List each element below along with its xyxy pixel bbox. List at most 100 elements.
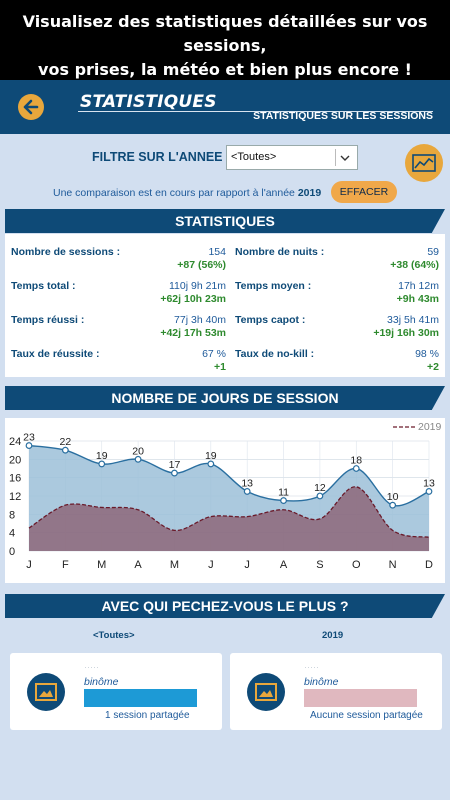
promo-line-1: Visualisez des statistiques détaillées s… — [22, 12, 428, 55]
who-section-header: AVEC QUI PECHEZ-VOUS LE PLUS ? — [5, 594, 445, 618]
stat-diff: +19j 16h 30m — [373, 327, 439, 339]
data-point — [207, 460, 215, 468]
shared-sessions-bar — [304, 689, 417, 707]
y-tick-label: 24 — [9, 436, 21, 448]
stat-label: Temps moyen : — [235, 280, 312, 292]
stat-label: Temps capot : — [235, 314, 306, 326]
stat-success-rate: Taux de réussite : 67 % +1 — [11, 348, 226, 378]
x-tick-label: F — [62, 559, 69, 571]
shared-sessions-text: 1 session partagée — [105, 710, 190, 721]
stat-label: Nombre de sessions : — [11, 246, 121, 258]
line-chart-icon — [412, 154, 436, 172]
y-tick-label: 20 — [9, 454, 21, 466]
data-label: 13 — [241, 477, 253, 489]
promo-banner: Visualisez des statistiques détaillées s… — [0, 0, 450, 80]
data-point — [425, 488, 433, 495]
image-icon — [35, 683, 57, 701]
data-point — [171, 469, 178, 477]
y-tick-label: 0 — [9, 546, 15, 558]
stat-value: 77j 3h 40m — [174, 314, 226, 326]
partner-card-2019[interactable]: ····· binôme Aucune session partagée — [230, 653, 442, 730]
partner-role: binôme — [84, 676, 119, 688]
y-tick-label: 4 — [9, 528, 15, 540]
x-tick-label: A — [134, 559, 142, 571]
stat-value: 17h 12m — [398, 280, 439, 292]
legend-label-2019: 2019 — [418, 421, 442, 433]
stat-nokill-rate: Taux de no-kill : 98 % +2 — [235, 348, 439, 378]
data-point — [134, 455, 142, 463]
y-tick-label: 8 — [9, 509, 15, 521]
partner-name: ····· — [304, 662, 319, 672]
shared-sessions-bar — [84, 689, 197, 707]
stat-diff: +2 — [427, 361, 439, 373]
series-line-2019 — [28, 486, 430, 538]
chart-toggle-button[interactable] — [405, 144, 443, 182]
data-label: 19 — [205, 450, 217, 462]
image-icon — [255, 683, 277, 701]
x-tick-label: M — [97, 559, 106, 571]
stat-nights: Nombre de nuits : 59 +38 (64%) — [235, 246, 439, 276]
stats-section-header: STATISTIQUES — [5, 209, 445, 233]
y-tick-label: 16 — [9, 473, 21, 485]
x-tick-label: A — [280, 559, 288, 571]
stat-value: 59 — [427, 246, 439, 258]
partner-card-all[interactable]: ····· binôme 1 session partagée — [10, 653, 222, 730]
data-point — [352, 465, 360, 472]
data-point — [243, 488, 251, 495]
stat-label: Taux de réussite : — [11, 348, 100, 360]
stat-diff: +9h 43m — [396, 293, 439, 305]
year-filter-value: <Toutes> — [231, 151, 277, 163]
stat-value: 98 % — [415, 348, 439, 360]
stat-value: 154 — [208, 246, 226, 258]
comparison-info: Une comparaison est en cours par rapport… — [53, 187, 321, 199]
stats-card: Nombre de sessions : 154 +87 (56%) Nombr… — [5, 234, 445, 377]
app-header: STATISTIQUES STATISTIQUES SUR LES SESSIO… — [0, 80, 450, 134]
page-subtitle: STATISTIQUES SUR LES SESSIONS — [253, 110, 433, 122]
stat-value: 67 % — [202, 348, 226, 360]
stat-diff: +87 (56%) — [177, 259, 226, 271]
x-tick-label: N — [389, 559, 397, 571]
data-label: 23 — [23, 432, 35, 444]
stat-success-time: Temps réussi : 77j 3h 40m +42j 17h 53m — [11, 314, 226, 344]
clear-comparison-button[interactable]: EFFACER — [331, 181, 397, 203]
back-button[interactable] — [18, 94, 44, 120]
data-label: 10 — [387, 491, 399, 503]
partner-avatar — [27, 673, 65, 711]
stat-diff: +38 (64%) — [390, 259, 439, 271]
stat-value: 33j 5h 41m — [387, 314, 439, 326]
data-label: 12 — [314, 482, 326, 494]
stat-label: Temps réussi : — [11, 314, 85, 326]
stat-diff: +42j 17h 53m — [160, 327, 226, 339]
data-label: 20 — [132, 445, 144, 457]
x-tick-label: S — [316, 559, 323, 571]
x-tick-label: J — [244, 559, 250, 571]
x-tick-label: D — [425, 559, 433, 571]
y-tick-label: 12 — [9, 491, 21, 503]
promo-line-2: vos prises, la météo et bien plus encore… — [38, 60, 412, 79]
data-label: 18 — [350, 455, 362, 467]
series-area-2019 — [29, 486, 429, 551]
stat-blank-time: Temps capot : 33j 5h 41m +19j 16h 30m — [235, 314, 439, 344]
data-point — [389, 501, 397, 509]
page-title: STATISTIQUES — [80, 92, 217, 112]
partner-avatar — [247, 673, 285, 711]
partner-role: binôme — [304, 676, 339, 688]
days-section-header: NOMBRE DE JOURS DE SESSION — [5, 386, 445, 410]
data-label: 17 — [169, 459, 181, 471]
stat-label: Temps total : — [11, 280, 76, 292]
stat-label: Taux de no-kill : — [235, 348, 315, 360]
days-area-chart: 0 4 8 12 16 20 24 23 22 19 20 17 19 13 11 12 18 10 13 J F M A M… — [9, 421, 442, 571]
data-label: 19 — [96, 450, 108, 462]
who-column-all: <Toutes> — [93, 630, 135, 641]
stat-label: Nombre de nuits : — [235, 246, 325, 258]
x-tick-label: J — [26, 559, 32, 571]
chevron-down-icon — [335, 149, 353, 166]
year-filter-select[interactable]: <Toutes> — [226, 145, 358, 170]
header-divider — [78, 111, 433, 112]
main-content: FILTRE SUR L'ANNEE <Toutes> Une comparai… — [0, 134, 450, 800]
data-point — [98, 460, 106, 468]
comparison-text: Une comparaison est en cours par rapport… — [53, 187, 295, 199]
x-tick-label: O — [352, 559, 361, 571]
shared-sessions-text: Aucune session partagée — [310, 710, 423, 721]
data-point — [280, 497, 287, 504]
